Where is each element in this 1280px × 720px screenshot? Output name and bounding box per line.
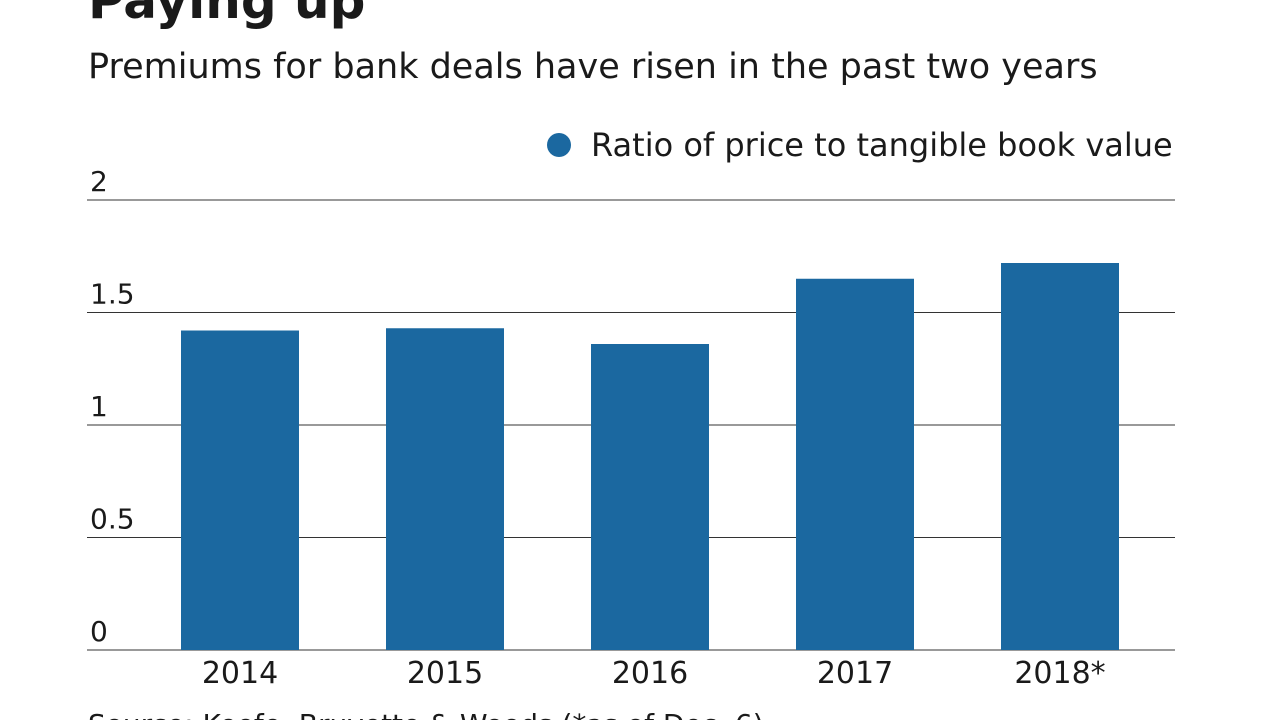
y-tick-label: 1 — [90, 390, 108, 423]
y-tick-label: 0.5 — [90, 503, 135, 536]
chart-title: Paying up — [88, 0, 365, 30]
legend-label: Ratio of price to tangible book value — [591, 126, 1173, 164]
bar — [386, 328, 504, 650]
x-tick-label: 2015 — [407, 656, 483, 691]
y-tick-label: 0 — [90, 615, 108, 648]
chart-subtitle: Premiums for bank deals have risen in th… — [88, 47, 1098, 87]
x-tick-label: 2018* — [1014, 656, 1105, 691]
bar — [591, 344, 709, 650]
y-tick-label: 1.5 — [90, 278, 135, 311]
bar — [796, 278, 914, 650]
bar — [1001, 263, 1119, 650]
source-note: Source: Keefe, Bruyette & Woods (*as of … — [88, 708, 764, 720]
x-tick-label: 2017 — [817, 656, 893, 691]
bar — [181, 330, 299, 650]
legend-marker — [547, 133, 571, 157]
x-tick-label: 2014 — [202, 656, 278, 691]
y-tick-label: 2 — [90, 165, 108, 198]
x-tick-label: 2016 — [612, 656, 688, 691]
